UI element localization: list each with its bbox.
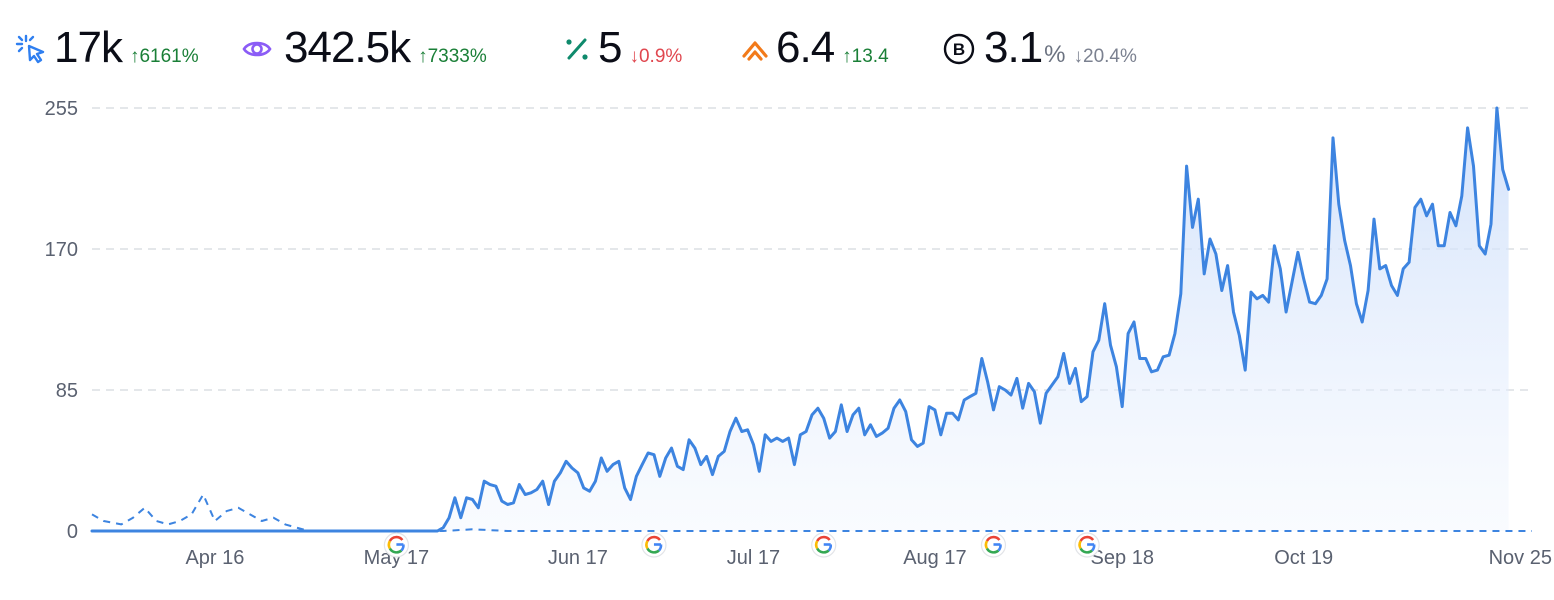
x-tick-label: Sep 18 (1091, 547, 1154, 569)
x-tick-label: Aug 17 (903, 547, 966, 569)
metric-change-text: 6161% (139, 46, 199, 67)
metric-change: ↑13.4 (842, 46, 889, 67)
metric-change-text: 7333% (427, 46, 487, 67)
eye-icon (242, 41, 272, 57)
y-tick-label: 85 (56, 380, 78, 402)
b-circle-icon: B (943, 33, 975, 65)
cursor-click-icon (15, 34, 45, 64)
position-chevrons-icon (742, 41, 768, 61)
metric-ctr[interactable]: 5 ↓0.9% (560, 18, 682, 78)
x-tick-label: Jul 17 (727, 547, 780, 569)
y-tick-label: 0 (67, 521, 78, 543)
metric-change: ↓0.9% (629, 46, 683, 67)
metric-impressions[interactable]: 342.5k ↑7333% (240, 18, 487, 78)
x-tick-label: Nov 25 (1489, 547, 1552, 569)
google-update-marker-icon[interactable] (811, 532, 837, 558)
clicks-area-chart[interactable]: 0 85 170 255 Apr 16 May 17 Jun 17 Jul 17 Aug 17 S… (0, 90, 1554, 600)
google-update-marker-icon[interactable] (383, 532, 409, 558)
metric-position[interactable]: 6.4 ↑13.4 (738, 18, 889, 78)
metric-value: 6.4 (776, 23, 835, 72)
svg-text:B: B (953, 40, 965, 59)
series-current-line[interactable] (90, 106, 1511, 533)
metrics-bar: 17k ↑6161% 342.5k ↑7333% 5 ↓0.9% 6.4 ↑13… (0, 18, 1554, 78)
google-update-marker-icon[interactable] (1074, 532, 1100, 558)
metric-change: ↑6161% (129, 46, 199, 67)
metric-value: 5 (598, 23, 623, 72)
metric-change-text: 13.4 (851, 46, 889, 67)
x-tick-label: May 17 (364, 547, 430, 569)
metric-value: 17k (54, 23, 123, 72)
percent-icon (566, 38, 588, 60)
google-update-marker-icon[interactable] (641, 532, 667, 558)
metric-bounce[interactable]: B 3.1 % ↓20.4% (942, 18, 1137, 78)
x-tick-label: Jun 17 (548, 547, 608, 569)
metric-change: ↓20.4% (1073, 46, 1137, 67)
metric-change: ↑7333% (418, 46, 487, 67)
y-tick-label: 255 (45, 98, 78, 120)
metric-value: 3.1 (984, 23, 1043, 72)
metric-clicks[interactable]: 17k ↑6161% (14, 18, 199, 78)
x-tick-label: Oct 19 (1274, 547, 1333, 569)
metric-change-text: 20.4% (1083, 46, 1137, 67)
google-update-marker-icon[interactable] (980, 532, 1007, 558)
y-tick-label: 170 (45, 239, 78, 261)
metric-change-text: 0.9% (638, 46, 683, 67)
series-area (92, 108, 1509, 531)
metric-value: 342.5k (284, 23, 411, 72)
metric-unit: % (1044, 41, 1066, 68)
x-tick-label: Apr 16 (185, 547, 244, 569)
